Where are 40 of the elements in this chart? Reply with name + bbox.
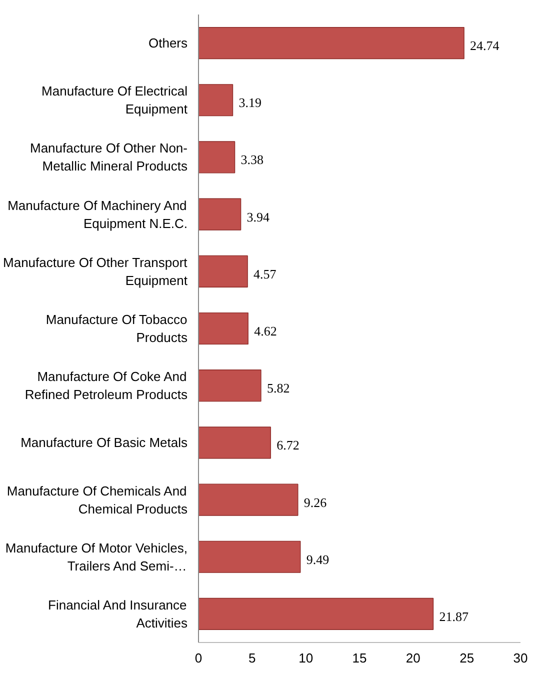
x-tick-label: 10 xyxy=(298,650,314,666)
bar xyxy=(198,312,248,345)
data-label: 3.19 xyxy=(238,95,262,110)
data-label: 5.82 xyxy=(266,380,290,396)
data-label: 9.49 xyxy=(306,552,330,567)
bar xyxy=(198,198,242,230)
data-label: 6.72 xyxy=(276,438,300,453)
data-label: 21.87 xyxy=(439,608,469,624)
bar xyxy=(198,84,234,116)
x-tick-label: 15 xyxy=(352,650,367,666)
bar xyxy=(198,255,248,288)
x-tick-label: 20 xyxy=(406,650,420,666)
x-tick-label: 30 xyxy=(513,650,528,666)
bar xyxy=(198,484,298,516)
bar xyxy=(198,540,301,573)
data-label: 3.94 xyxy=(246,209,270,224)
bar xyxy=(198,370,262,402)
bar xyxy=(198,426,271,459)
data-label: 3.38 xyxy=(240,152,264,168)
data-label: 9.26 xyxy=(304,494,328,510)
x-tick-label: 0 xyxy=(194,650,202,666)
x-tick-label: 25 xyxy=(460,650,474,666)
y-tick-label: Manufacture Of Motor Vehicles, Trailers And Semi-… xyxy=(5,540,188,574)
y-tick-label: Manufacture Of Tobacco Products xyxy=(46,312,188,345)
y-tick-label: Manufacture Of Other Transport Equipment xyxy=(3,254,188,288)
bar xyxy=(198,26,464,60)
y-tick-label: Others xyxy=(148,36,188,51)
x-tick-label: 5 xyxy=(248,650,256,666)
y-tick-label: Manufacture Of Coke And Refined Petroleum Products xyxy=(24,369,188,402)
data-label: 24.74 xyxy=(470,38,500,54)
bar xyxy=(198,141,236,174)
data-label: 4.62 xyxy=(254,324,277,338)
y-tick-label: Manufacture Of Electrical Equipment xyxy=(42,84,188,117)
bar xyxy=(198,598,434,630)
y-tick-label: Manufacture Of Chemicals And Chemical Products xyxy=(6,483,188,516)
data-label: 4.57 xyxy=(254,266,277,282)
y-tick-label: Financial And Insurance Activities xyxy=(48,597,188,630)
y-tick-label: Manufacture Of Machinery And Equipment N.E.C. xyxy=(8,198,188,231)
y-tick-label: Manufacture Of Basic Metals xyxy=(20,435,188,450)
y-tick-label: Manufacture Of Other Non-Metallic Mineral Products xyxy=(30,140,188,174)
